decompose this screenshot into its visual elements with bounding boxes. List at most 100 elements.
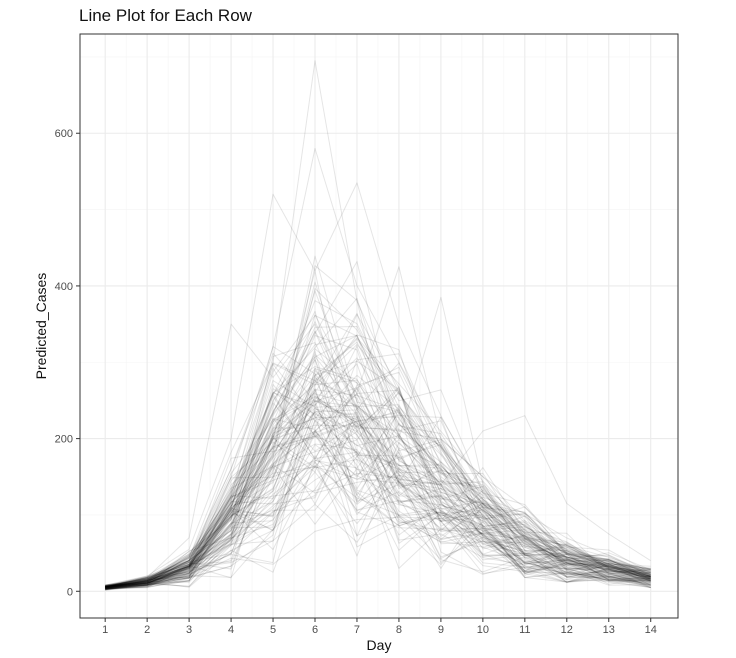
series-line (105, 418, 651, 587)
series-line (105, 321, 651, 588)
series-line (105, 255, 651, 587)
series-line (105, 338, 651, 589)
series-line (105, 388, 651, 588)
series-line (105, 360, 651, 587)
series-line (105, 412, 651, 587)
series-line (105, 368, 651, 588)
series-line (105, 363, 651, 587)
series-line (105, 444, 651, 591)
series-line (105, 373, 651, 590)
y-axis: 0 200 400 600 (55, 128, 80, 598)
series-line (105, 389, 651, 589)
series-line (105, 430, 651, 589)
x-axis: 1 2 3 4 5 6 7 8 9 10 11 12 13 14 (102, 618, 657, 636)
series-line (105, 326, 651, 587)
series-line (105, 453, 651, 590)
series-line (105, 366, 651, 586)
y-tick-label: 0 (67, 586, 73, 598)
series-line (105, 433, 651, 590)
series-line (105, 424, 651, 589)
series-line (105, 405, 651, 589)
series-line (105, 296, 651, 587)
series-line (105, 409, 651, 589)
series-line (105, 430, 651, 590)
series-line (105, 406, 651, 590)
series-line (105, 346, 651, 587)
series-line (105, 455, 651, 591)
series-line (105, 409, 651, 589)
series-line (105, 417, 651, 589)
series-line (105, 381, 651, 587)
series-line (105, 412, 651, 589)
series-line (105, 400, 651, 589)
series-line (105, 345, 651, 588)
series-line (105, 516, 651, 588)
series-line (105, 388, 651, 590)
series-line (105, 315, 651, 587)
y-tick-label: 600 (55, 128, 73, 140)
series-line (105, 297, 651, 586)
series-line (105, 429, 651, 590)
series-line (105, 403, 651, 587)
x-tick-label: 9 (438, 624, 444, 636)
series-line (105, 466, 651, 591)
series-line (105, 371, 651, 588)
series-line (105, 334, 651, 588)
series-line (105, 471, 651, 588)
series-line (105, 335, 651, 589)
series-line (105, 314, 651, 587)
series-line (105, 386, 651, 587)
series-line (105, 387, 651, 588)
series-line (105, 374, 651, 590)
x-tick-label: 5 (270, 624, 276, 636)
series-line (105, 380, 651, 589)
series-line (105, 407, 651, 588)
series-line (105, 300, 651, 588)
series-line (105, 418, 651, 588)
series-line (105, 377, 651, 589)
series-line (105, 411, 651, 589)
series-line (105, 451, 651, 590)
series-line (105, 270, 651, 588)
series-line (105, 391, 651, 588)
series-line (105, 379, 651, 587)
series-line (105, 396, 651, 587)
series-line (105, 353, 651, 588)
series-line (105, 472, 651, 590)
x-tick-label: 4 (228, 624, 234, 636)
series-line (105, 400, 651, 589)
series-line (105, 396, 651, 588)
x-tick-label: 8 (396, 624, 402, 636)
series-line (105, 455, 651, 590)
series-line (105, 400, 651, 587)
series-line (105, 439, 651, 590)
grid-major (80, 34, 678, 618)
plot-panel (80, 34, 678, 618)
series-line (105, 416, 651, 589)
series-line (105, 408, 651, 590)
series-line (105, 352, 651, 588)
series-line (105, 265, 651, 586)
y-axis-title: Predicted_Cases (33, 273, 49, 380)
series-line (105, 370, 651, 590)
series-line (105, 416, 651, 589)
series-line (105, 407, 651, 589)
series-line (105, 344, 651, 586)
x-tick-label: 14 (645, 624, 657, 636)
series-line (105, 384, 651, 588)
series-line (105, 342, 651, 588)
series-line (105, 465, 651, 588)
grid-minor (80, 34, 678, 618)
series-line (105, 415, 651, 589)
series-line (105, 261, 651, 587)
series-line (105, 399, 651, 589)
series-line (105, 416, 651, 589)
series-line (105, 443, 651, 589)
series-line (105, 334, 651, 586)
series-line (105, 331, 651, 587)
series-line (105, 335, 651, 588)
x-axis-title: Day (367, 637, 392, 653)
series-lines (105, 60, 651, 591)
series-line (105, 388, 651, 591)
